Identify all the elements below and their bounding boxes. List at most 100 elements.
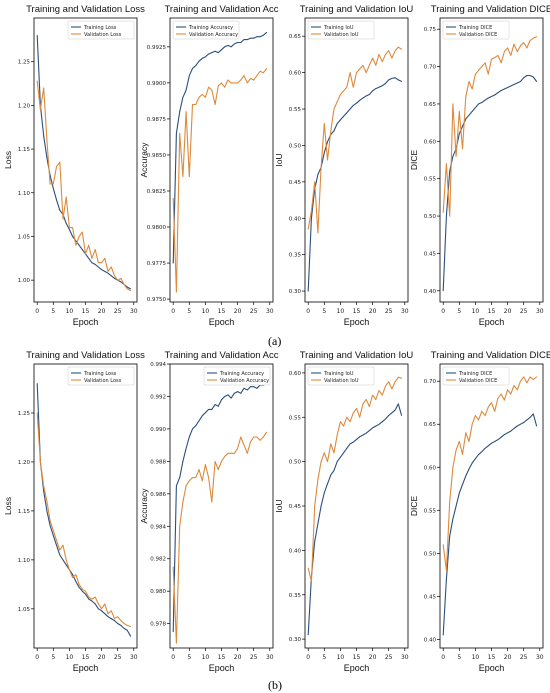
data-point-training-accuracy [227, 394, 229, 396]
data-point-validation-dice [491, 58, 492, 60]
data-point-training-accuracy [240, 392, 242, 394]
data-point-validation-accuracy [198, 96, 200, 98]
data-point-training-accuracy [211, 52, 213, 54]
data-point-validation-iou [381, 61, 383, 63]
data-point-validation-accuracy [266, 431, 268, 433]
data-point-validation-iou [391, 57, 393, 59]
data-point-validation-dice [491, 402, 492, 404]
y-tick-label: 0.60 [289, 71, 302, 77]
x-tick-label: 20 [98, 308, 106, 315]
y-tick-label: 1.20 [18, 103, 31, 109]
data-point-validation-loss [36, 80, 38, 82]
x-tick-label: 10 [472, 654, 480, 661]
legend-label: Validation IoU [324, 378, 359, 384]
data-point-training-accuracy [259, 36, 261, 38]
chart-4: Training and Validation DICE 0 5 10 15 20 25 30… [409, 4, 550, 327]
data-point-validation-loss [56, 539, 57, 541]
data-point-training-loss [52, 534, 54, 536]
data-point-training-accuracy [250, 386, 251, 388]
x-tick-label: 25 [385, 308, 393, 315]
data-point-validation-dice [503, 51, 505, 53]
data-point-training-dice [487, 97, 489, 99]
data-point-training-loss [97, 266, 99, 268]
data-point-validation-loss [72, 577, 74, 578]
series-line-validation-accuracy [172, 68, 268, 293]
x-axis-label: Epoch [344, 663, 370, 673]
data-point-training-iou [394, 77, 396, 79]
data-point-validation-loss [59, 549, 61, 551]
y-tick-label: 0.980 [150, 589, 166, 595]
x-tick-label: 20 [234, 654, 242, 661]
data-point-training-loss [62, 559, 64, 561]
data-point-training-iou [333, 470, 335, 471]
data-point-training-loss [114, 620, 115, 622]
data-point-validation-iou [349, 72, 351, 74]
data-point-validation-loss [75, 574, 77, 576]
data-point-training-dice [462, 125, 463, 127]
data-point-training-iou [372, 90, 374, 92]
data-point-training-loss [68, 229, 70, 230]
x-tick-label: 30 [130, 308, 138, 315]
data-point-training-loss [107, 616, 109, 618]
data-point-training-accuracy [237, 391, 239, 393]
legend-label: Validation Accuracy [220, 378, 269, 384]
data-point-training-dice [474, 458, 476, 460]
data-point-training-accuracy [214, 50, 216, 52]
data-point-validation-dice [452, 466, 454, 468]
data-point-validation-loss [36, 412, 38, 414]
data-point-validation-iou [381, 394, 383, 396]
data-point-training-loss [75, 240, 77, 242]
x-tick-label: 25 [520, 654, 528, 661]
legend-label: Training IoU [323, 371, 354, 377]
data-point-validation-dice [478, 69, 480, 71]
legend-label: Validation DICE [459, 32, 497, 38]
data-point-training-accuracy [246, 389, 248, 391]
data-point-validation-loss [123, 623, 125, 624]
legend-label: Validation IoU [324, 32, 359, 38]
data-point-validation-accuracy [211, 501, 213, 503]
data-point-validation-dice [494, 57, 496, 59]
x-tick-label: 25 [250, 308, 258, 315]
data-point-training-accuracy [221, 399, 222, 401]
data-point-training-iou [352, 104, 354, 106]
data-point-training-iou [378, 423, 380, 425]
data-point-training-accuracy [195, 425, 197, 427]
x-tick-label: 10 [202, 654, 210, 661]
x-tick-label: 5 [187, 654, 191, 661]
data-point-validation-accuracy [214, 104, 216, 105]
data-point-validation-loss [114, 275, 115, 277]
chart-3: Training and Validation IoU 0 5 10 15 20 25 30 0… [274, 4, 413, 327]
y-tick-label: 0.55 [424, 508, 437, 514]
legend-label: Training Loss [83, 25, 117, 31]
data-point-validation-iou [362, 403, 364, 405]
data-point-training-dice [455, 505, 457, 507]
data-point-validation-dice [523, 376, 525, 378]
data-point-validation-dice [455, 155, 457, 157]
y-tick-label: 0.9900 [147, 81, 167, 87]
data-point-validation-accuracy [211, 89, 213, 91]
data-point-validation-dice [442, 544, 444, 546]
data-point-training-iou [362, 434, 364, 436]
data-point-validation-loss [81, 588, 83, 590]
x-axis-label: Epoch [344, 317, 370, 327]
data-point-training-accuracy [253, 386, 255, 388]
data-point-validation-accuracy [188, 176, 190, 178]
y-tick-label: 1.05 [18, 607, 31, 613]
data-point-training-iou [327, 141, 328, 143]
data-point-validation-accuracy [208, 86, 210, 88]
data-point-validation-dice [494, 410, 496, 412]
data-point-validation-loss [110, 266, 112, 268]
data-point-training-dice [462, 484, 463, 485]
chart-title: Training and Validation DICE [431, 4, 550, 15]
data-point-training-iou [336, 461, 338, 463]
data-point-training-loss [59, 209, 61, 211]
data-point-training-dice [465, 118, 467, 120]
data-point-validation-iou [317, 478, 319, 480]
data-point-training-iou [359, 436, 361, 438]
data-point-validation-dice [449, 215, 451, 217]
x-tick-label: 15 [218, 654, 226, 661]
y-axis-label: DICE [409, 496, 419, 517]
data-point-validation-dice [471, 88, 473, 90]
data-point-validation-dice [462, 453, 463, 455]
data-point-training-accuracy [246, 39, 248, 41]
